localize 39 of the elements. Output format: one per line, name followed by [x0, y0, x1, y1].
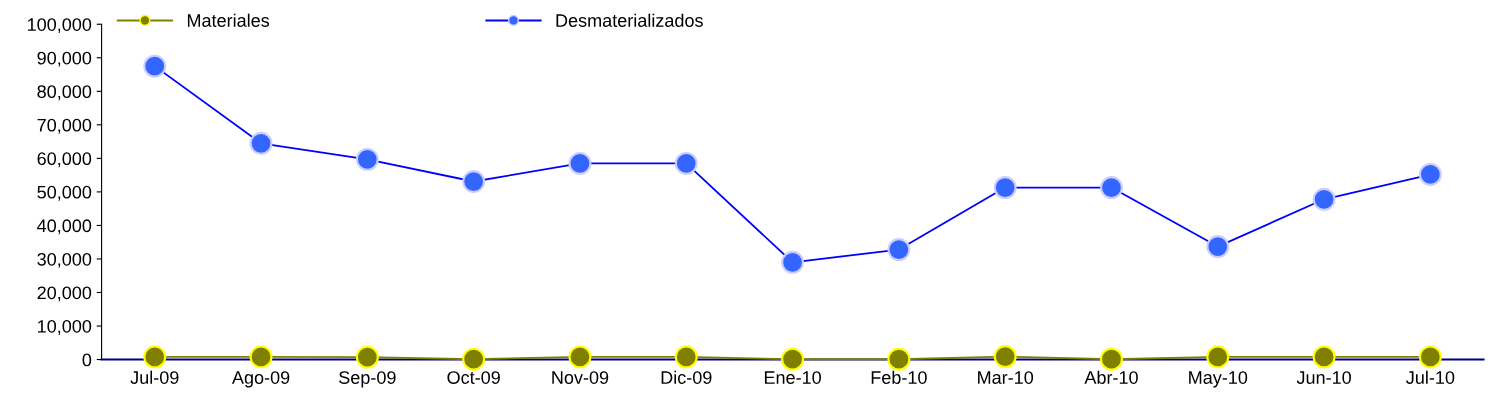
x-tick-label: Mar-10: [978, 371, 1034, 384]
point: [249, 345, 273, 369]
legend-label: Materiales: [187, 13, 270, 27]
point: [887, 347, 911, 371]
legend-label: Desmaterializados: [556, 13, 703, 27]
y-tick-label: 100,000: [27, 18, 92, 34]
y-tick-label: 10,000: [38, 319, 92, 335]
y-tick-label: 20,000: [37, 286, 92, 302]
point: [568, 345, 592, 369]
point: [462, 347, 486, 371]
y-tick-label: 30,000: [37, 252, 92, 268]
x-tick-label: Jun-10: [1296, 371, 1351, 384]
point: [993, 345, 1017, 368]
y-tick-label: 50,000: [37, 185, 92, 201]
x-tick-label: Dic-09: [661, 370, 712, 384]
point: [1312, 345, 1336, 369]
x-tick-label: Oct-09: [447, 371, 500, 384]
x-tick-label: May-10: [1189, 371, 1248, 388]
x-tick-label: Abr-10: [1084, 370, 1138, 384]
x-tick-label: Ago-09: [231, 371, 290, 388]
x-tick-label: Sep-09: [339, 371, 396, 388]
point: [1418, 345, 1442, 369]
point: [674, 345, 698, 369]
x-tick-label: Jul-10: [1406, 370, 1455, 384]
point: [143, 345, 167, 369]
point: [781, 347, 805, 371]
y-tick-label: 0: [82, 353, 92, 367]
y-tick-label: 70,000: [37, 118, 92, 134]
x-tick-label: Ene-10: [764, 371, 821, 384]
point: [1100, 347, 1123, 371]
y-tick-label: 90,000: [37, 51, 92, 67]
point: [355, 345, 379, 369]
y-tick-label: 40,000: [37, 219, 92, 235]
point: [1206, 345, 1230, 369]
y-tick-label: 80,000: [37, 85, 92, 101]
x-tick-label: Nov-09: [552, 371, 609, 384]
x-tick-label: Jul-09: [130, 370, 179, 384]
x-tick-label: Feb-10: [871, 370, 927, 384]
y-tick-label: 60,000: [37, 152, 92, 168]
